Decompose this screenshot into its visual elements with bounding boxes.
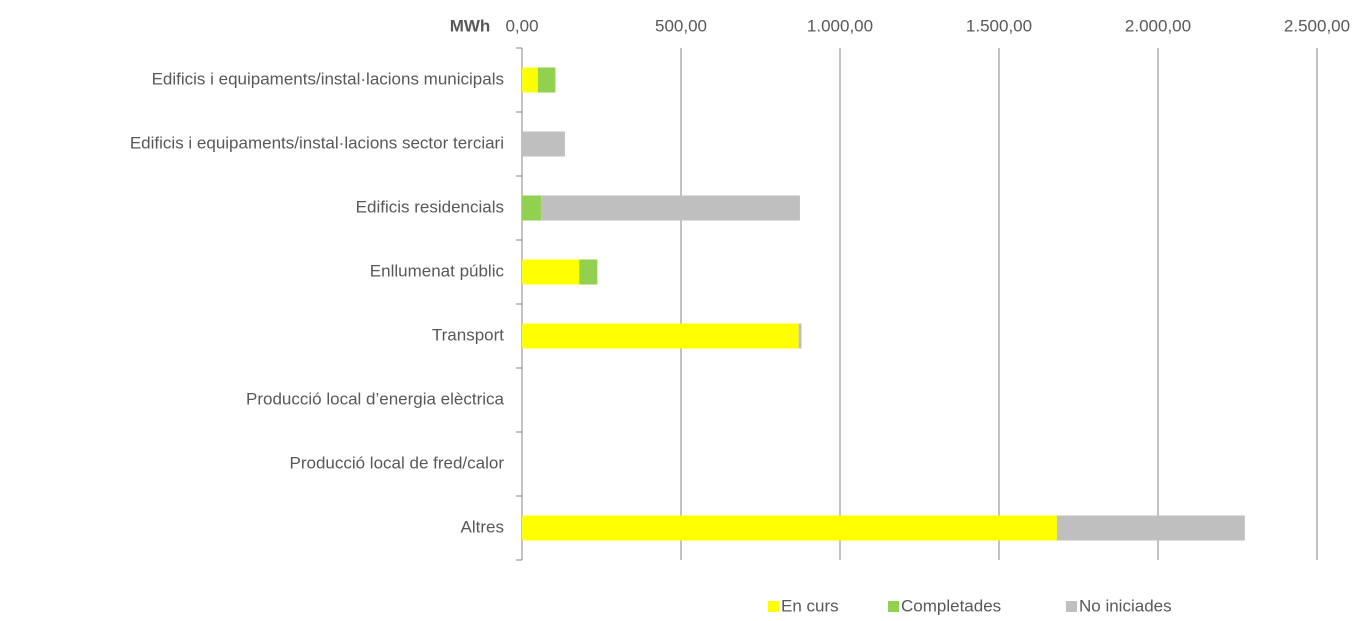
bar-segment <box>541 195 800 221</box>
legend-swatch <box>888 601 899 612</box>
bar-segment <box>1056 515 1245 541</box>
bar-segment <box>522 259 580 285</box>
bar-segment <box>537 67 556 93</box>
bar-segment <box>522 515 1057 541</box>
y-tick-label: Producció local de fred/calor <box>289 453 504 472</box>
y-tick-label: Edificis i equipaments/instal·lacions se… <box>130 133 504 152</box>
y-tick-label: Altres <box>461 517 504 536</box>
y-tick-label: Enllumenat públic <box>370 261 505 280</box>
bar-segment <box>522 323 799 349</box>
y-tick-label: Producció local d’energia elèctrica <box>246 389 505 408</box>
legend-label: Completades <box>901 596 1001 615</box>
y-tick-label: Edificis i equipaments/instal·lacions mu… <box>152 69 504 88</box>
bar-segment <box>522 67 538 93</box>
y-tick-label: Transport <box>432 325 504 344</box>
x-tick-label: 500,00 <box>655 16 707 35</box>
bar-segment <box>579 259 598 285</box>
x-tick-label: 2.500,00 <box>1284 16 1350 35</box>
x-tick-label: 0,00 <box>505 16 538 35</box>
x-tick-label: 1.000,00 <box>807 16 873 35</box>
legend-swatch <box>768 601 779 612</box>
y-tick-label: Edificis residencials <box>356 197 504 216</box>
x-tick-label: 1.500,00 <box>966 16 1032 35</box>
bar-segment <box>522 195 542 221</box>
legend-swatch <box>1066 601 1077 612</box>
legend-label: No iniciades <box>1079 596 1172 615</box>
legend-label: En curs <box>781 596 839 615</box>
bar-segment <box>798 323 802 349</box>
x-tick-label: 2.000,00 <box>1125 16 1191 35</box>
bar-segment <box>522 131 565 157</box>
axis-label: MWh <box>450 16 491 35</box>
